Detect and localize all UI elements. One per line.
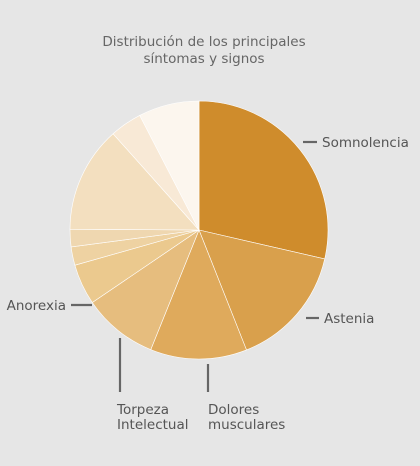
slice-label: Somnolencia [322,135,409,151]
pie-slice [150,229,247,360]
slice-label: Dolores musculares [208,402,285,433]
pie-slice [139,100,200,231]
pie-slice [198,229,326,351]
pie-slice [91,229,200,351]
slice-label: Torpeza Intelectual [116,402,189,433]
pie-slice [69,133,200,231]
chart-title-line-2: síntomas y signos [143,51,264,67]
pie-slices [69,100,329,360]
slice-label: Astenia [324,311,374,327]
chart-title-line-1: Distribución de los principales [102,34,305,50]
slice-label: Anorexia [7,298,66,314]
slice-callouts: Somnolencia Astenia Dolores musculares Torpe… [7,135,409,433]
pie-slice [198,100,329,260]
